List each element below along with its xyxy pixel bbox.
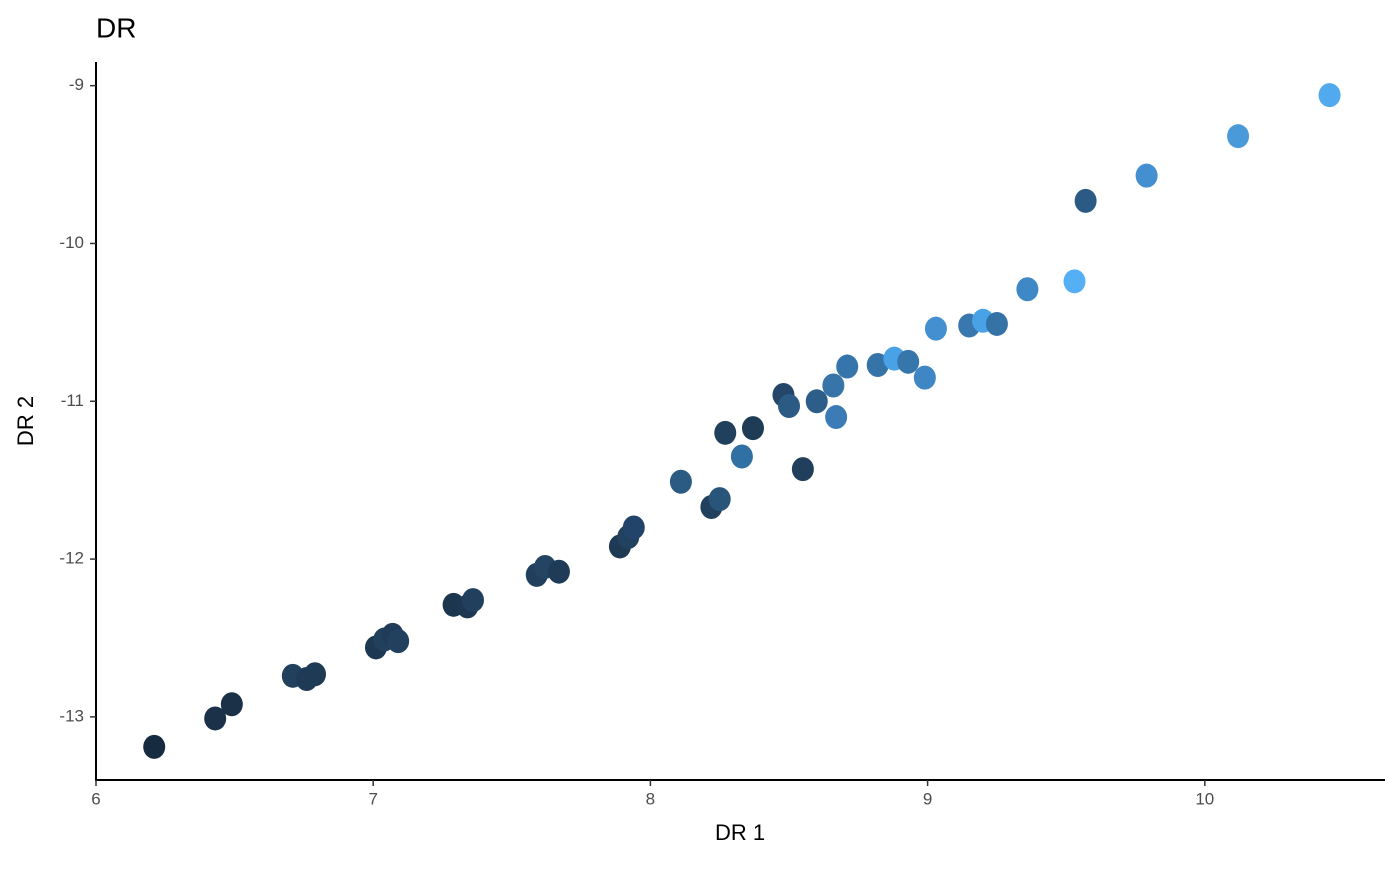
point [897, 349, 920, 374]
x-tick-label: 7 [368, 789, 377, 808]
point [143, 734, 166, 759]
y-tick-label: -11 [61, 391, 84, 410]
point [1063, 269, 1086, 294]
point [825, 405, 848, 430]
x-tick-label: 10 [1195, 789, 1214, 808]
x-axis-label: DR 1 [715, 820, 765, 845]
y-tick-label: -13 [59, 706, 84, 725]
point [836, 354, 859, 379]
point [714, 420, 737, 445]
y-axis-label: DR 2 [13, 396, 38, 446]
y-tick-label: -10 [59, 233, 84, 252]
point [1135, 163, 1158, 188]
x-tick-label: 6 [91, 789, 100, 808]
point [1227, 124, 1250, 149]
point [669, 469, 692, 494]
point [741, 416, 764, 441]
point [791, 457, 814, 482]
y-tick-label: -9 [69, 75, 84, 94]
point [822, 373, 845, 398]
point [1016, 277, 1039, 302]
x-tick-label: 9 [923, 789, 932, 808]
y-tick-label: -12 [59, 549, 84, 568]
point [220, 692, 243, 717]
point [387, 629, 410, 654]
point [730, 444, 753, 469]
point [805, 389, 828, 414]
point [924, 316, 947, 341]
point [1318, 83, 1341, 108]
x-tick-label: 8 [646, 789, 655, 808]
point [866, 352, 889, 377]
point [778, 394, 801, 419]
point [204, 706, 227, 731]
chart-title: DR [96, 12, 136, 43]
point [303, 662, 326, 687]
point [1074, 188, 1097, 213]
point [913, 365, 936, 390]
point [622, 515, 645, 540]
point [708, 487, 731, 512]
point [985, 311, 1008, 336]
point [461, 588, 484, 613]
point [547, 559, 570, 584]
